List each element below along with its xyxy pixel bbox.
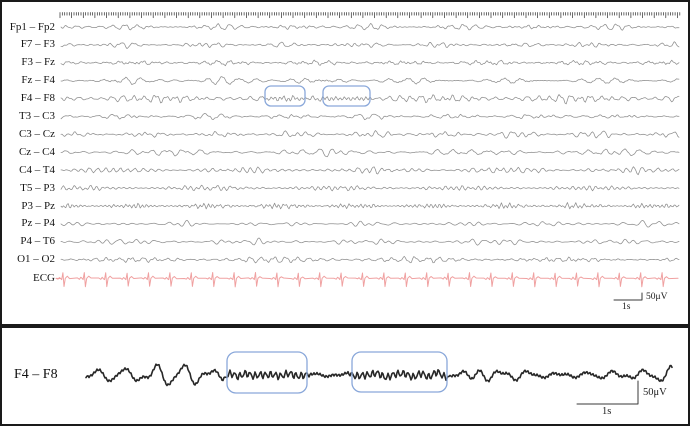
channel-label: P4 – T6 xyxy=(20,235,55,248)
eeg-zoom-panel xyxy=(0,326,690,426)
channel-label: Fp1 – Fp2 xyxy=(9,20,55,33)
top-scale-time-label: 1s xyxy=(622,302,631,312)
top-scale-amplitude-label: 50μV xyxy=(646,292,668,302)
channel-label: ECG xyxy=(33,272,55,284)
channel-label: Pz – P4 xyxy=(21,217,55,230)
channel-label: Fz – F4 xyxy=(21,74,55,87)
channel-label: T5 – P3 xyxy=(20,181,55,194)
channel-label: P3 – Pz xyxy=(21,199,55,212)
bottom-channel-label: F4 – F8 xyxy=(14,367,58,382)
bottom-scale-time-label: 1s xyxy=(602,406,612,417)
bottom-scale-amplitude-label: 50μV xyxy=(643,387,667,398)
eeg-multichannel-panel xyxy=(0,0,690,326)
channel-label: O1 – O2 xyxy=(17,253,55,266)
channel-label: F7 – F3 xyxy=(20,38,55,51)
channel-label: C4 – T4 xyxy=(19,163,55,176)
channel-label: F4 – F8 xyxy=(20,92,55,105)
channel-label: T3 – C3 xyxy=(18,110,55,122)
channel-label: F3 – Fz xyxy=(21,56,55,69)
channel-label: Cz – C4 xyxy=(18,145,55,158)
channel-label: C3 – Cz xyxy=(18,127,55,140)
